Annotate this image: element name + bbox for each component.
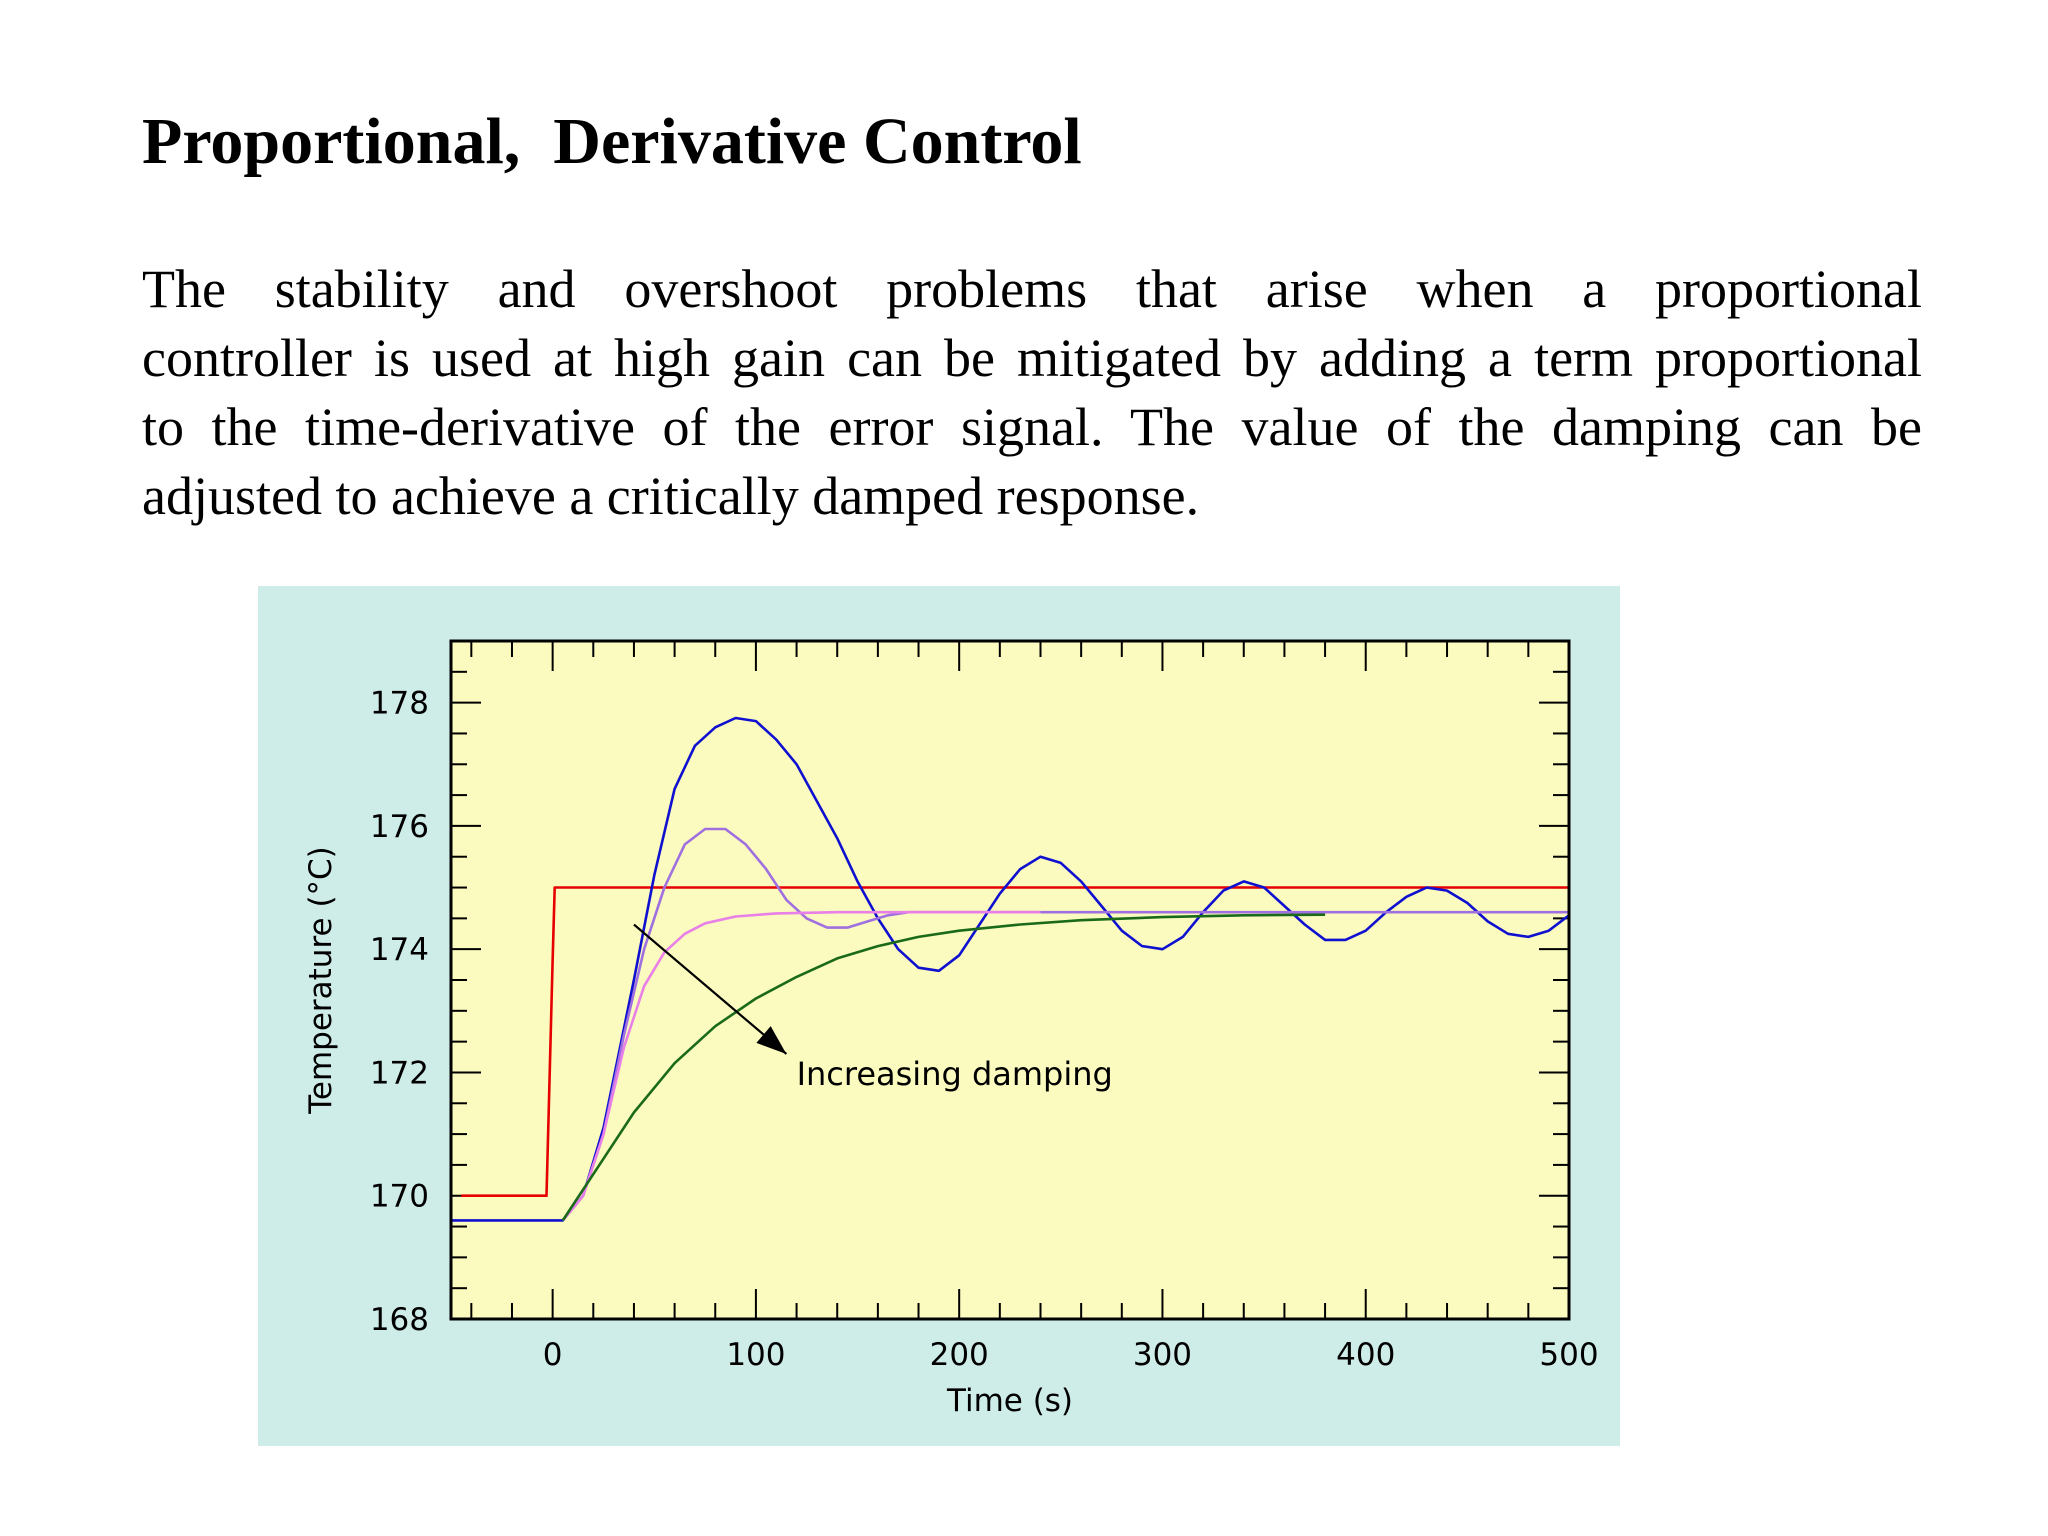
series-line-3 <box>561 910 1041 1222</box>
annotation-label: Increasing damping <box>797 1055 1113 1093</box>
y-tick-label: 176 <box>370 809 429 845</box>
paragraph-line: controller is used at high gain can be m… <box>142 328 1922 388</box>
series-line-0 <box>461 886 1569 1197</box>
temperature-response-chart: 0 100 200 300 400 500 168 170 172 174 176 178 Increa… <box>303 639 1599 1419</box>
paragraph-line: The stability and overshoot problems tha… <box>142 259 1922 319</box>
x-tick-label: 200 <box>930 1337 989 1373</box>
y-tick-label: 168 <box>370 1302 429 1338</box>
y-tick-label: 174 <box>370 932 429 968</box>
paragraph-line: to the time-derivative of the error sign… <box>142 397 1922 457</box>
annotation-arrowhead <box>756 1026 787 1054</box>
x-tick-label: 300 <box>1133 1337 1192 1373</box>
series-line-4 <box>561 913 1326 1222</box>
plot-area <box>451 641 1569 1319</box>
plot-frame <box>449 639 1571 1321</box>
paragraph-line: adjusted to achieve a critically damped … <box>142 466 1200 526</box>
x-tick-label: 0 <box>543 1337 563 1373</box>
body-paragraph: The stability and overshoot problems tha… <box>142 255 1922 531</box>
annotation-arrow-line <box>633 923 788 1055</box>
y-axis-label: Temperature (°C) <box>303 846 339 1115</box>
y-tick-label: 170 <box>370 1179 429 1215</box>
series-line-1 <box>451 716 1570 1222</box>
x-tick-label: 400 <box>1336 1337 1395 1373</box>
x-tick-label: 100 <box>726 1337 785 1373</box>
slide-title: Proportional, Derivative Control <box>142 105 1082 178</box>
chart-figure: 0 100 200 300 400 500 168 170 172 174 176 178 Increa… <box>258 586 1620 1446</box>
y-tick-label: 172 <box>370 1055 429 1091</box>
x-tick-label: 500 <box>1539 1337 1598 1373</box>
y-tick-label: 178 <box>370 686 429 722</box>
x-axis-label: Time (s) <box>946 1383 1073 1419</box>
